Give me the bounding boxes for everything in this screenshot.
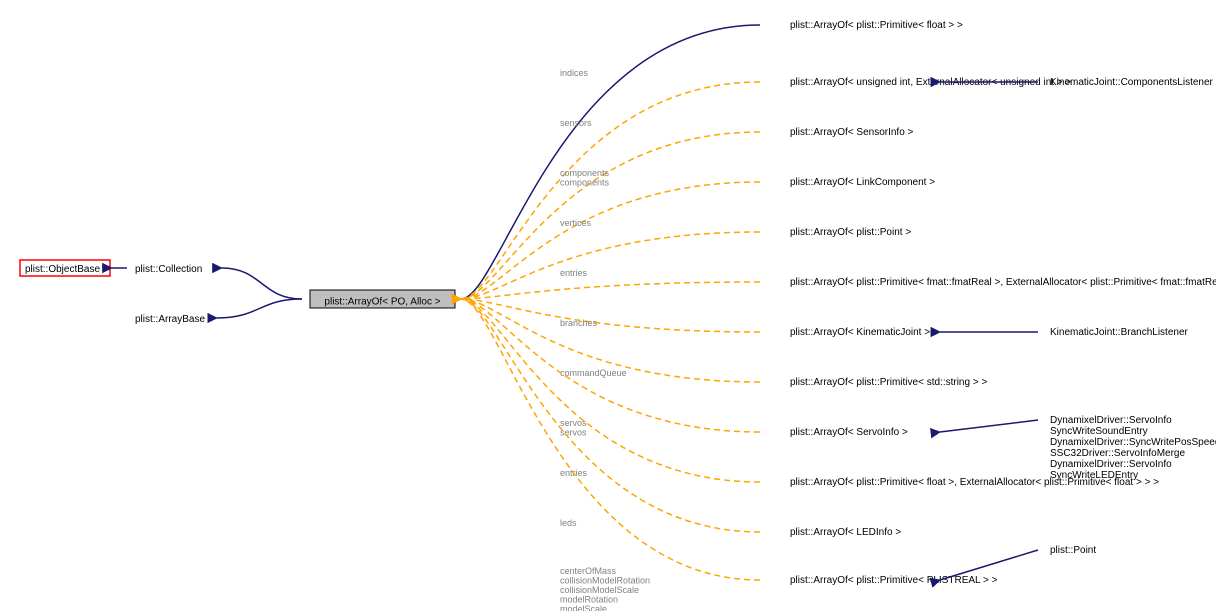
edge-0 (461, 25, 760, 299)
left-node-label-collection[interactable]: plist::Collection (135, 264, 202, 275)
edge-label-5: entries (560, 268, 588, 278)
edge-2 (461, 132, 760, 299)
far-right-link-2[interactable]: DynamixelDriver::ServoInfoSyncWriteSound… (1050, 415, 1216, 481)
edge-10 (461, 299, 760, 532)
right-link-7[interactable]: plist::ArrayOf< plist::Primitive< std::s… (790, 377, 987, 388)
edge-label-11: centerOfMasscollisionModelRotationcollis… (560, 566, 650, 611)
right-link-6[interactable]: plist::ArrayOf< KinematicJoint > (790, 327, 930, 338)
left-node-arraybase[interactable]: plist::ArrayBase (135, 314, 205, 325)
right-link-4[interactable]: plist::ArrayOf< plist::Point > (790, 227, 911, 238)
right-link-5[interactable]: plist::ArrayOf< plist::Primitive< fmat::… (790, 277, 1216, 288)
edge-label-2: sensors (560, 118, 592, 128)
left-node-collection[interactable]: plist::Collection (135, 264, 202, 275)
edge-9 (461, 299, 760, 482)
left-node-objectbase[interactable]: plist::ObjectBase (20, 260, 110, 276)
right-link-8[interactable]: plist::ArrayOf< ServoInfo > (790, 427, 908, 438)
far-edge-2 (940, 420, 1038, 432)
edge-label-10: leds (560, 518, 577, 528)
edge-11 (461, 299, 760, 580)
edge-1 (461, 82, 760, 299)
right-link-11[interactable]: plist::ArrayOf< plist::Primitive< PLISTR… (790, 575, 998, 586)
central-node-label: plist::ArrayOf< PO, Alloc > (324, 297, 440, 308)
far-right-link-1[interactable]: KinematicJoint::BranchListener (1050, 327, 1189, 338)
far-right-link-0[interactable]: KinematicJoint::ComponentsListener (1050, 77, 1214, 88)
right-link-0[interactable]: plist::ArrayOf< plist::Primitive< float … (790, 20, 963, 31)
inherit-edge (217, 299, 302, 318)
edge-4 (461, 232, 760, 299)
inherit-edge (222, 268, 302, 299)
edge-label-4: vertices (560, 218, 592, 228)
left-node-label-objectbase[interactable]: plist::ObjectBase (25, 264, 100, 275)
edge-label-3: componentscomponents (560, 168, 610, 187)
edge-label-1: indices (560, 68, 589, 78)
right-link-2[interactable]: plist::ArrayOf< SensorInfo > (790, 127, 914, 138)
edge-6 (461, 299, 760, 332)
edge-label-7: commandQueue (560, 368, 627, 378)
right-link-3[interactable]: plist::ArrayOf< LinkComponent > (790, 177, 935, 188)
left-node-label-arraybase[interactable]: plist::ArrayBase (135, 314, 205, 325)
far-right-link-3[interactable]: plist::Point (1050, 545, 1096, 556)
edge-8 (461, 299, 760, 432)
edge-label-6: branches (560, 318, 598, 328)
right-link-10[interactable]: plist::ArrayOf< LEDInfo > (790, 527, 901, 538)
